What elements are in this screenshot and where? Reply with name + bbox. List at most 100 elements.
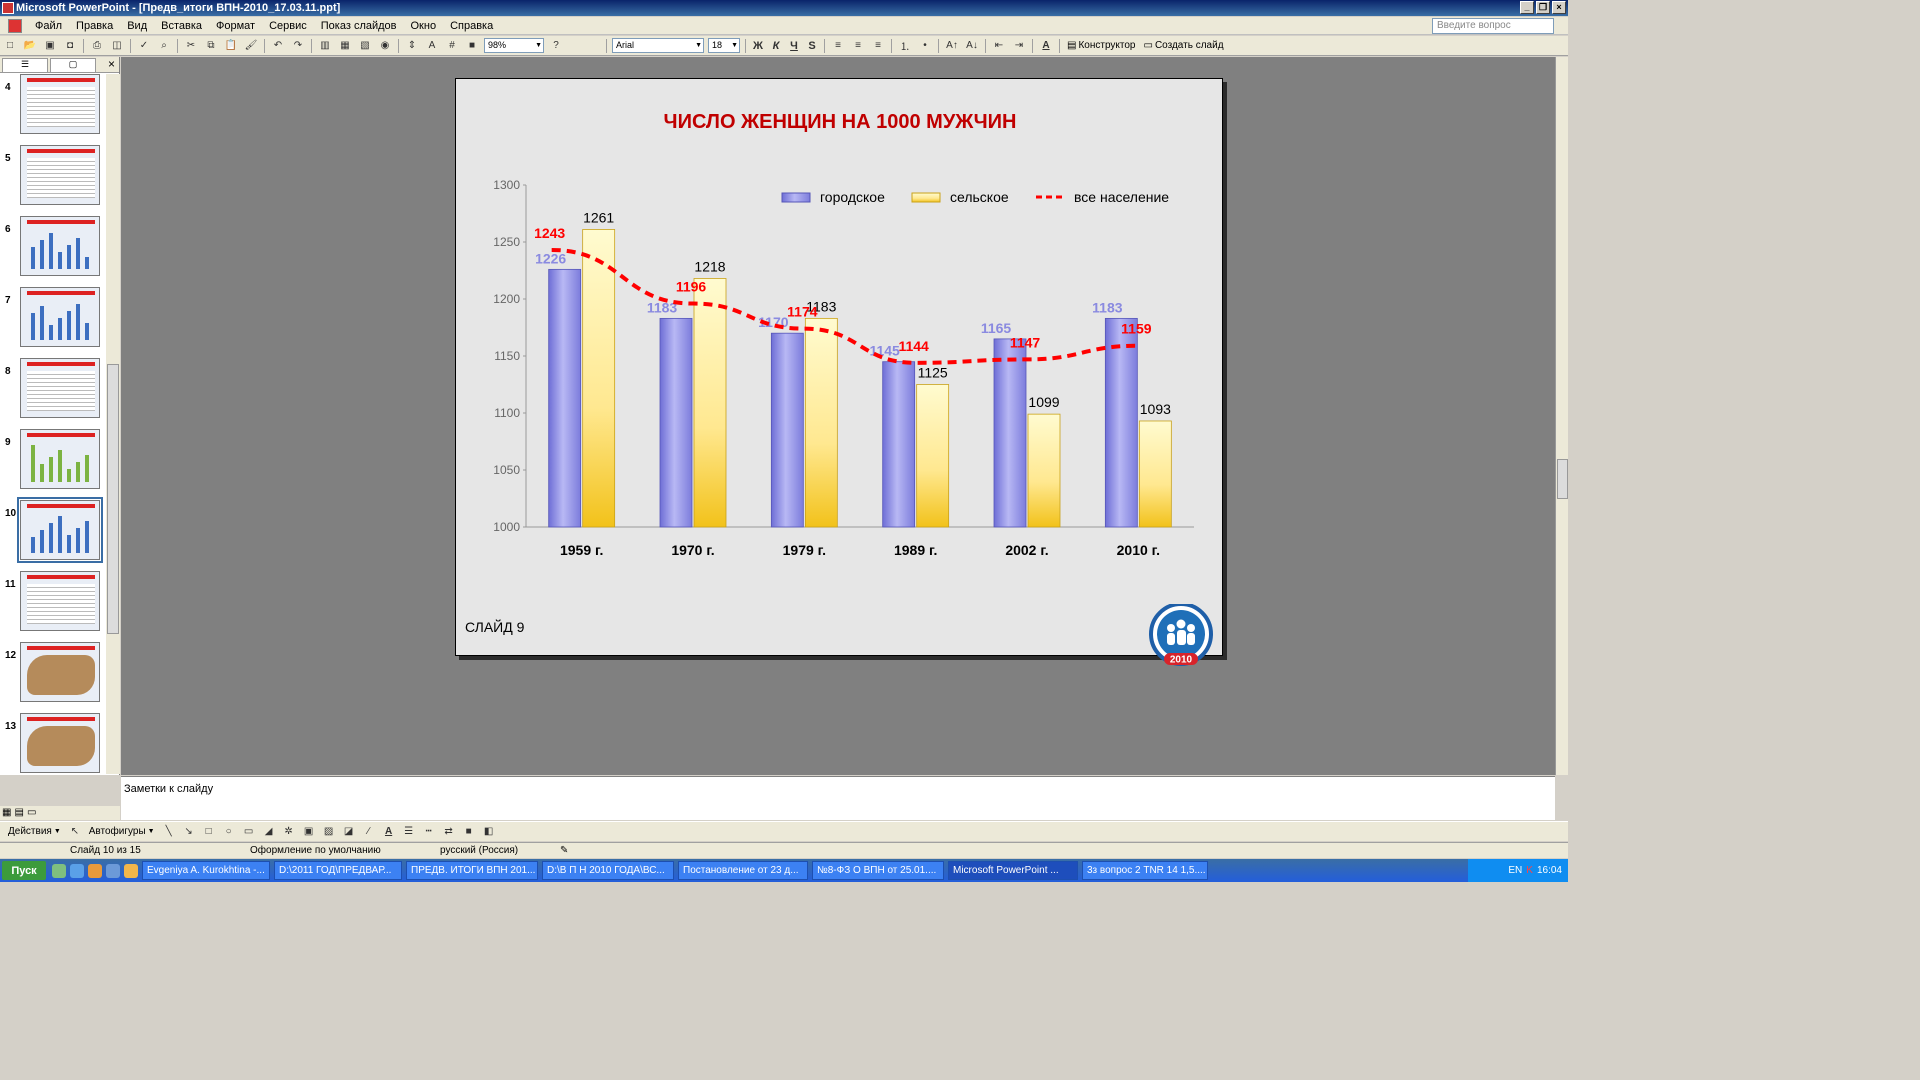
formatting-icon[interactable]: A [428,40,436,51]
actions-menu[interactable]: Действия ▼ [8,826,61,837]
align-right-icon[interactable]: ≡ [875,40,881,51]
copy-icon[interactable]: ⧉ [207,40,215,51]
thumbnail-row[interactable]: 5 [0,145,106,211]
slide-thumbnail[interactable] [20,145,100,205]
fill-color-icon[interactable]: ◪ [343,826,354,837]
slide-title[interactable]: ЧИСЛО ЖЕНЩИН НА 1000 МУЖЧИН [663,111,1017,133]
thumbnail-row[interactable]: 13 [0,713,106,774]
bar-chart[interactable]: 1000 1050 1100 1150 1200 1250 1300 1226 1261 1959… [456,159,1224,659]
taskbar-item[interactable]: Постановление от 23 д... [678,861,808,880]
menu-slideshow[interactable]: Показ слайдов [320,19,397,32]
slide-thumbnail[interactable] [20,216,100,276]
underline-button[interactable]: Ч [790,39,798,52]
save-icon[interactable]: ▣ [45,40,55,51]
font-select[interactable]: Arial ▼ [612,38,704,53]
close-button[interactable]: × [1552,1,1566,14]
open-icon[interactable]: 📂 [23,40,37,51]
restore-button[interactable]: ❐ [1536,1,1550,14]
vertical-scrollbar[interactable] [1555,57,1568,775]
taskbar-item[interactable]: 3з вопрос 2 TNR 14 1,5.... [1082,861,1208,880]
permission-icon[interactable]: ◘ [66,40,74,51]
document-icon[interactable] [8,18,22,33]
slideshow-view-icon[interactable]: ▭ [27,807,37,818]
menu-edit[interactable]: Правка [76,19,114,32]
3d-style-icon[interactable]: ◧ [483,826,494,837]
taskbar-item[interactable]: D:\В П Н 2010 ГОДА\ВС... [542,861,674,880]
align-left-icon[interactable]: ≡ [835,40,841,51]
slide-thumbnail[interactable] [20,287,100,347]
align-center-icon[interactable]: ≡ [855,40,861,51]
arrow-style-icon[interactable]: ⇄ [444,826,453,837]
textbox-icon[interactable]: ▭ [243,826,254,837]
diagram-icon[interactable]: ◉ [380,40,390,51]
select-arrow-icon[interactable]: ↖ [70,826,79,837]
increase-indent-icon[interactable]: ⇥ [1014,40,1024,51]
slide-thumbnail[interactable] [17,497,103,563]
insert-picture-icon[interactable]: ▨ [323,826,334,837]
oval-icon[interactable]: ○ [225,826,232,837]
bullets-icon[interactable]: • [923,40,927,51]
clipart-icon[interactable]: ▣ [303,826,314,837]
wordart-icon[interactable]: ◢ [264,826,273,837]
slide-thumbnail[interactable] [20,571,100,631]
thumbnail-row[interactable]: 11 [0,571,106,637]
taskbar-item[interactable]: Microsoft PowerPoint ... [948,861,1078,880]
numbering-icon[interactable]: ⒈ [900,42,910,53]
taskbar-item[interactable]: D:\2011 ГОД\ПРЕДВАР... [274,861,402,880]
slide-thumbnail[interactable] [20,713,100,773]
quicklaunch-desktop-icon[interactable] [106,863,120,878]
menu-view[interactable]: Вид [127,19,148,32]
panel-scrollbar[interactable] [106,74,120,774]
color-grayscale-icon[interactable]: ■ [468,40,476,51]
slide-thumbnail[interactable] [20,74,100,134]
menu-tools[interactable]: Сервис [269,19,307,32]
thumbnail-row[interactable]: 6 [0,216,106,282]
shadow-button[interactable]: S [808,39,816,52]
expand-icon[interactable]: ⇕ [407,40,417,51]
spelling-status-icon[interactable]: ✎ [560,845,569,856]
font-color-icon[interactable]: A [1042,40,1050,51]
thumbnail-row[interactable]: 9 [0,429,106,495]
sorter-view-icon[interactable]: ▤ [14,807,24,818]
help-icon[interactable]: ? [553,40,559,51]
menu-format[interactable]: Формат [216,19,256,32]
designer-button[interactable]: ▤ Конструктор [1067,40,1136,51]
menu-insert[interactable]: Вставка [161,19,203,32]
decrease-font-icon[interactable]: A↓ [966,40,978,51]
table-icon[interactable]: ▦ [340,40,350,51]
line-icon[interactable]: ╲ [165,826,172,837]
line-color-icon[interactable]: ∕ [367,826,370,837]
close-panel-icon[interactable]: × [107,57,115,71]
format-painter-icon[interactable]: 🖌 [244,40,258,51]
diagram-tool-icon[interactable]: ✲ [284,826,293,837]
taskbar-item[interactable]: ПРЕДВ. ИТОГИ ВПН 201... [406,861,538,880]
font-size-select[interactable]: 18 ▼ [708,38,740,53]
spelling-icon[interactable]: ✓ [139,40,149,51]
menu-file[interactable]: Файл [35,19,63,32]
slide-thumbnail[interactable] [20,642,100,702]
zoom-select[interactable]: 98% ▼ [484,38,544,53]
rectangle-icon[interactable]: □ [205,826,212,837]
quicklaunch-firefox-icon[interactable] [88,863,102,878]
quicklaunch-icon[interactable] [52,863,66,878]
paste-icon[interactable]: 📋 [224,40,238,51]
new-icon[interactable]: □ [6,40,14,51]
thumbnail-row[interactable]: 7 [0,287,106,353]
cut-icon[interactable]: ✂ [186,40,196,51]
preview-icon[interactable]: ◫ [112,40,122,51]
outline-tab[interactable]: ☰ [2,57,48,72]
thumbnail-row[interactable]: 8 [0,358,106,424]
shadow-style-icon[interactable]: ■ [465,826,472,837]
slides-tab[interactable]: ▢ [50,57,96,72]
tray-antivirus-icon[interactable]: K [1526,865,1533,876]
ask-question-input[interactable]: Введите вопрос [1432,18,1554,34]
thumbnail-row[interactable]: 12 [0,642,106,708]
minimize-button[interactable]: _ [1520,1,1534,14]
start-button[interactable]: Пуск [2,861,46,880]
menu-help[interactable]: Справка [450,19,494,32]
slide-thumbnail[interactable] [20,429,100,489]
draw-font-color-icon[interactable]: A [384,826,393,837]
quicklaunch-app-icon[interactable] [124,863,138,878]
taskbar-item[interactable]: №8-ФЗ О ВПН от 25.01.... [812,861,944,880]
language-indicator[interactable]: EN [1508,865,1523,876]
